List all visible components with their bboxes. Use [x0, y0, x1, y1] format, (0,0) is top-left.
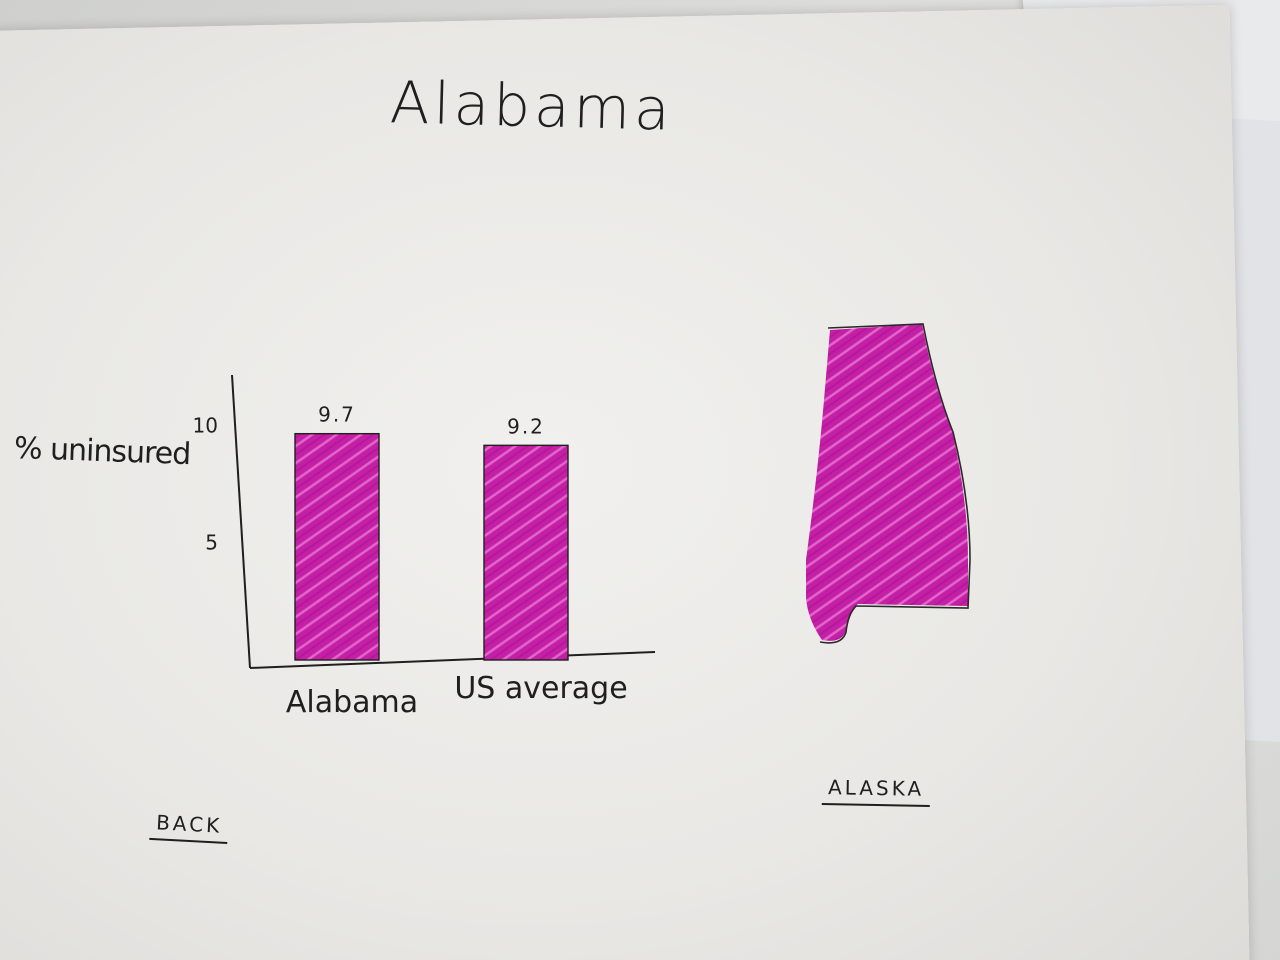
bar: [483, 444, 569, 661]
category-label: US average: [454, 671, 627, 706]
next-state-alaska-button[interactable]: ALASKA: [821, 775, 931, 807]
y-axis-line: [231, 374, 251, 669]
bar-value-label: 9.7: [318, 403, 356, 427]
back-button[interactable]: BACK: [149, 809, 229, 845]
y-tick-label: 10: [193, 414, 218, 438]
bar-value-label: 9.2: [507, 414, 545, 438]
category-label: Alabama: [286, 685, 418, 720]
alabama-state-silhouette-icon: [806, 323, 971, 644]
y-tick-label: 5: [205, 530, 218, 554]
x-axis-line: [249, 651, 656, 669]
bar: [294, 432, 380, 661]
